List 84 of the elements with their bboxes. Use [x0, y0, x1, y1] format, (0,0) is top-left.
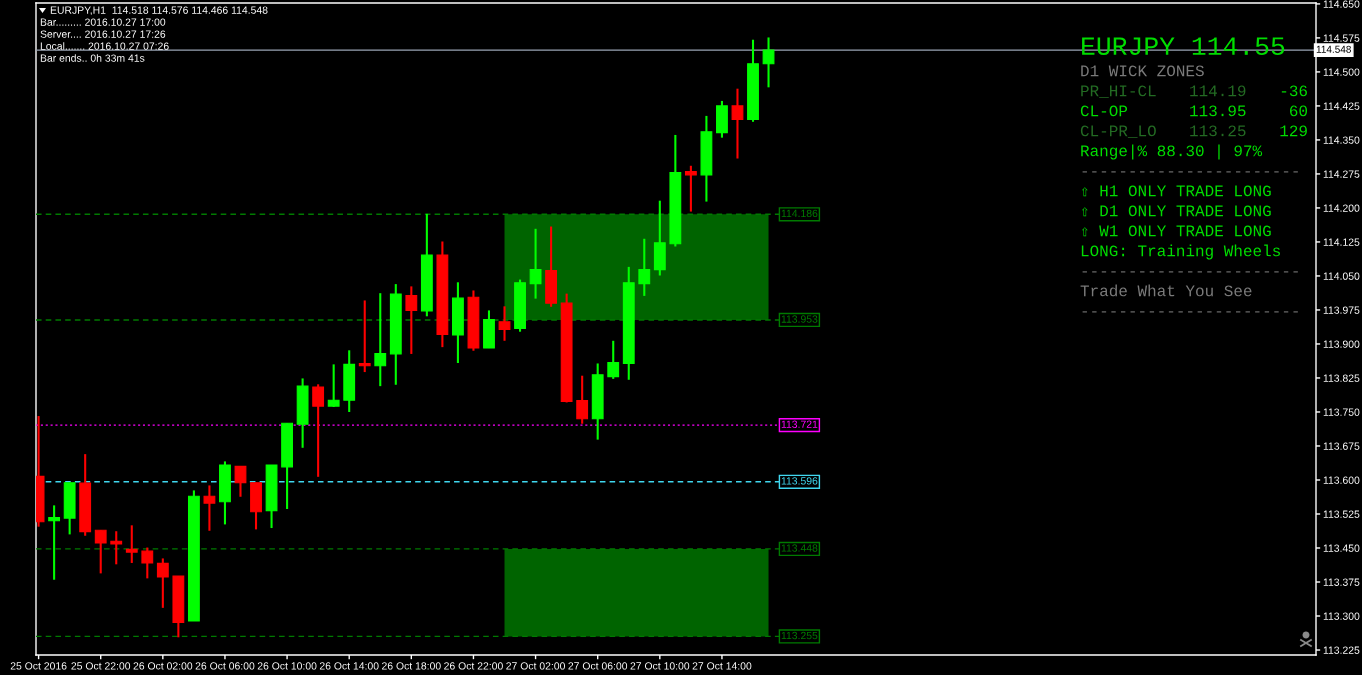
ref-line-label: 114.186 — [781, 209, 818, 218]
ref-line-label: 113.721 — [781, 420, 818, 428]
x-tick-label: 26 Oct 10:00 — [257, 662, 317, 670]
annotation: -36 — [1281, 85, 1307, 97]
candlestick — [327, 363, 340, 409]
y-tick-label: 114.425 — [1323, 102, 1360, 110]
y-tick-label: 114.575 — [1323, 34, 1360, 42]
y-tick-label: 114.350 — [1323, 136, 1360, 144]
annotation: ----------------------- — [1082, 271, 1298, 273]
annotation: Bar ends.. 0h 33m 41s — [40, 54, 145, 62]
y-tick-label: 113.300 — [1323, 612, 1360, 620]
annotation: 60 — [1290, 105, 1308, 117]
x-tick-label: 26 Oct 22:00 — [444, 662, 503, 670]
y-tick-label: 113.750 — [1323, 408, 1360, 416]
annotation: Server.... 2016.10.27 17:26 — [40, 30, 166, 38]
x-tick-label: 26 Oct 14:00 — [319, 662, 379, 670]
ref-line-label: 113.255 — [781, 631, 818, 640]
annotation: LONG: Training Wheels — [1081, 244, 1280, 260]
candlestick — [156, 557, 169, 609]
annotation: PR_HI-CL — [1081, 85, 1156, 98]
x-tick-label: 27 Oct 14:00 — [692, 662, 752, 670]
annotation: ⇧ W1 ONLY TRADE LONG — [1081, 225, 1271, 237]
y-tick-label: 113.375 — [1323, 578, 1360, 586]
y-tick-label: 113.450 — [1323, 544, 1360, 552]
ref-line-label: 113.596 — [781, 477, 818, 485]
ref-line-label: 114.548 — [1316, 45, 1351, 53]
y-tick-label: 114.050 — [1323, 272, 1360, 280]
y-tick-label: 114.200 — [1323, 204, 1360, 212]
y-tick-label: 114.650 — [1323, 0, 1360, 8]
annotation: 129 — [1280, 125, 1307, 137]
y-tick-label: 114.125 — [1323, 238, 1360, 246]
candlestick — [48, 504, 61, 581]
y-tick-label: 113.525 — [1323, 510, 1360, 518]
candlestick — [731, 87, 744, 160]
y-tick-label: 113.825 — [1323, 374, 1360, 382]
candlestick — [141, 546, 154, 580]
candlestick — [374, 292, 387, 388]
annotation: CL-PR_LO — [1080, 125, 1156, 138]
y-tick-label: 113.600 — [1323, 476, 1360, 484]
candlestick — [576, 374, 589, 425]
x-tick-label: 27 Oct 02:00 — [506, 662, 565, 670]
annotation: Range|% 88.30 | 97% — [1081, 144, 1263, 160]
annotation: ----------------------- — [1082, 311, 1298, 313]
annotation: Local....... 2016.10.27 07:26 — [40, 42, 169, 50]
candlestick — [94, 529, 107, 575]
candlestick — [125, 524, 138, 564]
x-tick-label: 26 Oct 02:00 — [133, 662, 193, 670]
y-tick-label: 114.500 — [1323, 68, 1360, 76]
candlestick — [110, 530, 123, 566]
candlestick — [312, 383, 325, 478]
annotation: ⇧ D1 ONLY TRADE LONG — [1081, 205, 1271, 217]
annotation: ----------------------- — [1082, 171, 1298, 173]
x-tick-label: 25 Oct 2016 — [10, 662, 67, 670]
chart-title: EURJPY,H1 114.518 114.576 114.466 114.548 — [50, 6, 268, 16]
annotation: CL-OP — [1080, 105, 1128, 117]
annotation: 113.95 — [1190, 105, 1246, 117]
candlestick — [607, 339, 620, 380]
y-tick-label: 113.975 — [1323, 306, 1360, 314]
candlestick — [234, 465, 247, 498]
x-tick-label: 26 Oct 18:00 — [382, 662, 441, 670]
y-tick-label: 113.225 — [1323, 646, 1360, 654]
ref-line-label: 113.953 — [781, 315, 818, 323]
y-tick-label: 113.675 — [1323, 442, 1360, 450]
candlestick — [498, 305, 511, 342]
x-tick-label: 25 Oct 22:00 — [71, 662, 131, 670]
annotation: 113.25 — [1190, 125, 1246, 137]
y-tick-label: 113.900 — [1323, 340, 1360, 348]
x-tick-label: 26 Oct 06:00 — [195, 662, 255, 670]
candlestick — [529, 227, 542, 300]
candlestick — [358, 299, 371, 374]
y-tick-label: 114.275 — [1323, 170, 1360, 178]
candlestick — [405, 285, 418, 355]
annotation: Bar......... 2016.10.27 17:00 — [40, 18, 166, 26]
ref-line-label: 113.448 — [781, 544, 818, 552]
candlestick — [638, 237, 651, 297]
annotation: Trade What You See — [1080, 284, 1252, 297]
candlestick — [203, 484, 216, 532]
candlestick — [762, 36, 775, 89]
candlestick — [684, 164, 697, 213]
annotation: 114.19 — [1190, 85, 1246, 97]
x-tick-label: 27 Oct 06:00 — [568, 662, 628, 670]
annotation: ⇧ H1 ONLY TRADE LONG — [1081, 185, 1271, 197]
annotation: D1 WICK ZONES — [1081, 65, 1204, 77]
x-tick-label: 27 Oct 10:00 — [630, 662, 690, 670]
